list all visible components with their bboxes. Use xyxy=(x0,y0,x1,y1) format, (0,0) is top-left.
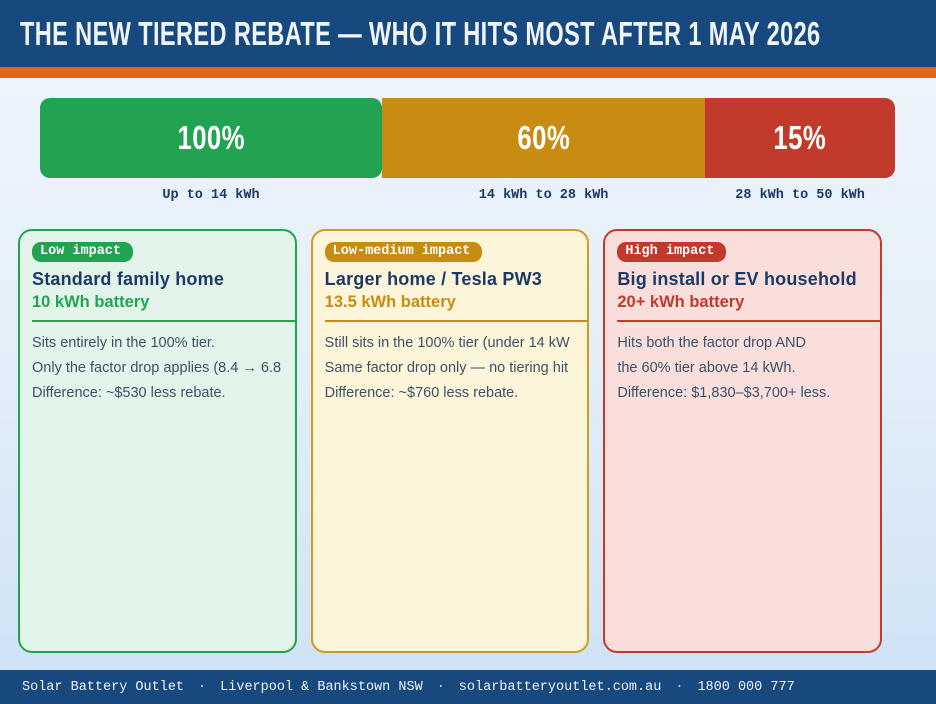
footer-website: solarbatteryoutlet.com.au xyxy=(458,679,662,695)
footer: Solar Battery Outlet · Liverpool & Banks… xyxy=(0,670,936,704)
card-subtitle: 10 kWh battery xyxy=(32,293,150,311)
card-rule xyxy=(617,320,881,322)
impact-cards: Low impact Standard family home 10 kWh b… xyxy=(18,229,883,653)
card-text-line: Difference: ~$760 less rebate. xyxy=(324,385,519,401)
card-title: Larger home / Tesla PW3 xyxy=(324,269,543,289)
card-subtitle: 13.5 kWh battery xyxy=(324,293,456,311)
footer-location: Liverpool & Bankstown NSW xyxy=(220,679,423,695)
impact-badge: Low-medium impact xyxy=(324,242,483,262)
page-title: THE NEW TIERED REBATE — WHO IT HITS MOST… xyxy=(20,14,821,52)
footer-business-name: Solar Battery Outlet xyxy=(22,679,185,695)
footer-separator: · xyxy=(675,679,684,695)
bottom-spacer xyxy=(0,653,936,670)
card-text-line: Difference: $1,830–$3,700+ less. xyxy=(617,385,831,401)
tier-segment-100: 100% xyxy=(40,98,382,178)
card-text-line: Sits entirely in the 100% tier. xyxy=(32,335,215,351)
tier-range-60: 14 kWh to 28 kWh xyxy=(478,188,609,203)
card-text-line: Difference: ~$530 less rebate. xyxy=(32,385,226,401)
card-rule xyxy=(324,320,588,322)
header: THE NEW TIERED REBATE — WHO IT HITS MOST… xyxy=(0,0,936,67)
card-text-line: Still sits in the 100% tier (under 14 kW xyxy=(324,335,570,351)
card-low-impact: Low impact Standard family home 10 kWh b… xyxy=(18,229,297,653)
tier-percent-label: 60% xyxy=(517,119,570,156)
tier-range-100: Up to 14 kWh xyxy=(162,188,260,203)
accent-divider xyxy=(0,67,936,78)
card-title: Standard family home xyxy=(32,269,225,289)
impact-badge: High impact xyxy=(617,242,727,262)
tier-percent-label: 100% xyxy=(177,119,245,156)
footer-phone: 1800 000 777 xyxy=(697,679,795,695)
card-subtitle: 20+ kWh battery xyxy=(617,293,745,311)
footer-separator: · xyxy=(198,679,207,695)
tier-percent-label: 15% xyxy=(773,119,827,156)
card-text-line: the 60% tier above 14 kWh. xyxy=(617,360,796,376)
tier-segment-60: 60% xyxy=(382,98,706,178)
card-text-line: Hits both the factor drop AND xyxy=(617,335,806,351)
card-rule xyxy=(32,320,295,322)
footer-separator: · xyxy=(436,679,445,695)
tier-range-15: 28 kWh to 50 kWh xyxy=(735,188,865,203)
card-text-line: Only the factor drop applies (8.4 → 6.8 xyxy=(32,360,282,376)
impact-badge: Low impact xyxy=(32,242,134,262)
tier-bar: 100% 60% 15% xyxy=(40,98,895,178)
card-high-impact: High impact Big install or EV household … xyxy=(603,229,883,653)
tier-range-labels: Up to 14 kWh 14 kWh to 28 kWh 28 kWh to … xyxy=(40,188,895,203)
tier-segment-15: 15% xyxy=(705,98,895,178)
card-low-medium-impact: Low-medium impact Larger home / Tesla PW… xyxy=(310,229,590,653)
card-title: Big install or EV household xyxy=(617,269,857,289)
card-text-line: Same factor drop only — no tiering hit xyxy=(324,360,569,376)
